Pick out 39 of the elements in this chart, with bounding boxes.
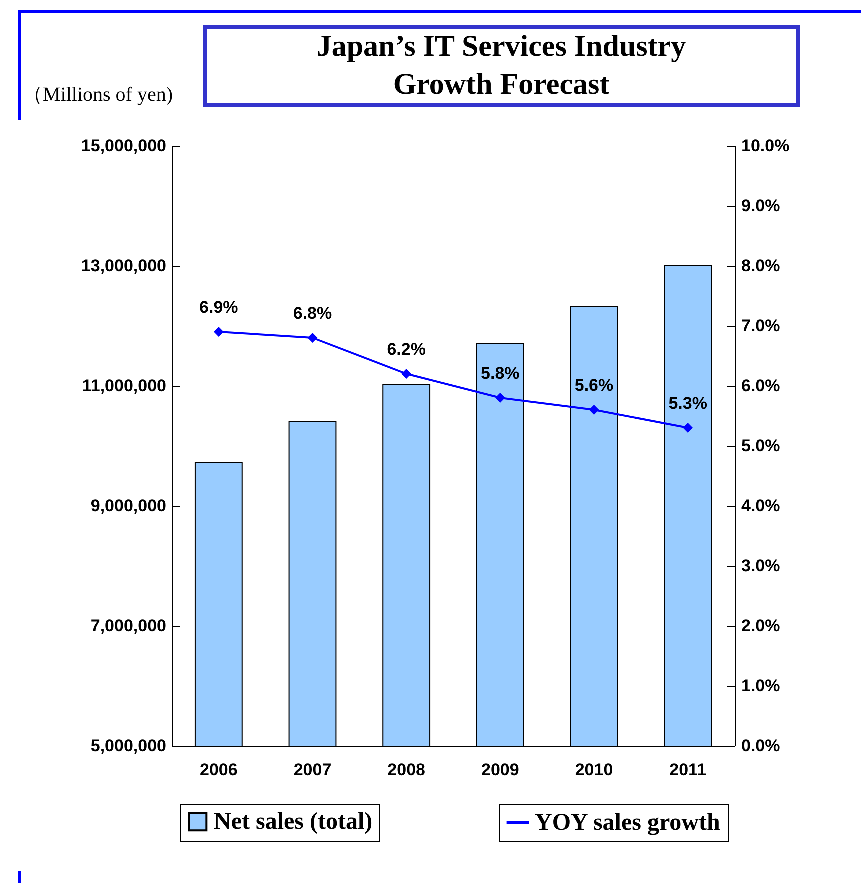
y-tick-label: 11,000,000 xyxy=(82,376,166,396)
legend-label: YOY sales growth xyxy=(535,810,720,836)
y2-tick-label: 7.0% xyxy=(742,316,780,336)
y-axis-title: （Millions of yen) xyxy=(23,83,173,108)
x-tick-label: 2009 xyxy=(482,760,520,780)
y-tick-label: 15,000,000 xyxy=(81,136,166,156)
y2-tick-label: 0.0% xyxy=(742,736,780,756)
y2-tick-label: 9.0% xyxy=(742,196,780,216)
y-tick-label: 7,000,000 xyxy=(90,616,166,636)
y-tick-label: 13,000,000 xyxy=(81,256,166,276)
point xyxy=(214,327,224,337)
point xyxy=(402,369,412,379)
y-tick-label: 5,000,000 xyxy=(90,736,166,756)
y2-tick-label: 1.0% xyxy=(742,676,780,696)
x-tick-label: 2008 xyxy=(388,760,426,780)
point xyxy=(308,333,318,343)
y2-tick-label: 6.0% xyxy=(742,376,780,396)
y2-tick-label: 3.0% xyxy=(742,556,780,576)
legend-label: Net sales (total) xyxy=(214,809,373,835)
data-label: 6.2% xyxy=(387,340,426,359)
x-tick-label: 2010 xyxy=(575,760,614,780)
y-tick-label: 9,000,000 xyxy=(90,496,166,516)
y2-tick-label: 8.0% xyxy=(742,256,780,276)
y2-tick-label: 2.0% xyxy=(742,616,780,636)
chart-title: Japan’s IT Services Industry Growth Forecast xyxy=(203,25,800,107)
y2-tick-label: 5.0% xyxy=(742,436,780,456)
y2-tick-label: 10.0% xyxy=(742,136,790,156)
data-label: 5.6% xyxy=(574,376,614,395)
y2-tick-label: 4.0% xyxy=(742,496,780,516)
point xyxy=(496,393,505,403)
point xyxy=(590,405,599,415)
x-tick-label: 2011 xyxy=(670,760,707,780)
data-label: 5.8% xyxy=(481,364,520,383)
x-tick-label: 2007 xyxy=(294,760,332,780)
data-label: 6.8% xyxy=(293,304,332,323)
point xyxy=(684,423,693,433)
data-label: 6.9% xyxy=(200,298,238,317)
x-tick-label: 2006 xyxy=(200,760,238,780)
data-label: 5.3% xyxy=(668,394,708,413)
